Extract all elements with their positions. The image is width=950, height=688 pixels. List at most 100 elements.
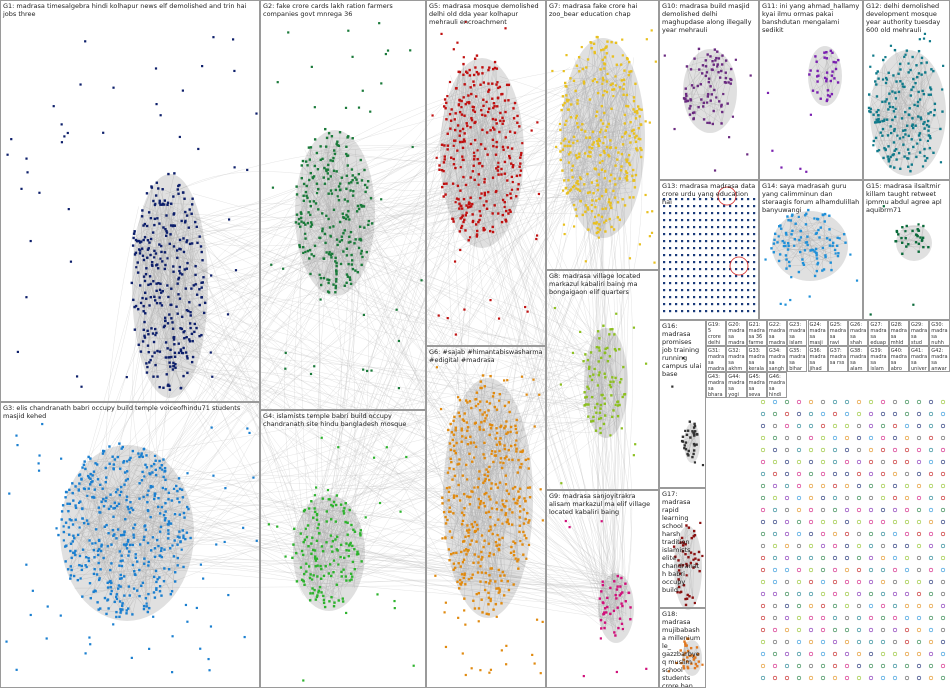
cluster-shadow [295, 130, 375, 296]
edge [323, 177, 360, 210]
edge [309, 190, 351, 259]
node [144, 528, 148, 531]
node [145, 362, 148, 365]
node [194, 220, 197, 224]
node [310, 221, 313, 224]
node [380, 198, 383, 201]
node [122, 461, 125, 464]
node [347, 241, 351, 244]
node [357, 246, 361, 250]
node [163, 316, 167, 320]
node [193, 322, 196, 326]
node [349, 189, 352, 192]
node [85, 519, 89, 522]
edge [448, 185, 590, 371]
node [175, 249, 179, 252]
edge [323, 177, 342, 259]
node [105, 612, 108, 616]
edge [307, 80, 450, 553]
node [351, 259, 354, 262]
edge [165, 249, 181, 321]
node [132, 298, 135, 302]
node [93, 556, 96, 559]
edge [106, 542, 149, 614]
node [178, 269, 181, 273]
node [181, 496, 185, 499]
node [154, 363, 157, 367]
node [96, 549, 100, 552]
edge [358, 221, 481, 416]
edge [75, 486, 121, 602]
node [98, 539, 101, 543]
edge [303, 200, 322, 279]
node [149, 253, 152, 257]
node [91, 480, 94, 483]
node [96, 601, 99, 604]
node [112, 86, 115, 89]
edge [146, 455, 181, 490]
edge [364, 192, 503, 215]
edge [325, 230, 345, 244]
edge [330, 489, 464, 536]
edge [345, 179, 357, 220]
node [304, 232, 307, 235]
edge [89, 459, 327, 588]
node [298, 244, 301, 247]
node [334, 286, 337, 290]
node [57, 533, 60, 537]
node [110, 589, 113, 593]
node [62, 530, 66, 534]
node [141, 296, 144, 300]
node [52, 105, 55, 108]
node [349, 278, 352, 282]
node [350, 253, 353, 257]
node [146, 610, 150, 614]
node [60, 510, 64, 513]
node [346, 136, 349, 139]
node [97, 608, 100, 611]
edge [192, 193, 588, 356]
node [109, 579, 112, 583]
node [409, 49, 412, 52]
node [155, 580, 158, 584]
node [164, 341, 168, 344]
node [397, 387, 401, 390]
node [144, 463, 147, 466]
node [104, 480, 107, 484]
edge [599, 71, 626, 621]
edge [295, 222, 356, 271]
node [308, 158, 312, 161]
node [202, 276, 205, 279]
node [171, 321, 174, 324]
node [160, 594, 163, 597]
node [146, 493, 149, 497]
node [76, 533, 80, 537]
edge [493, 198, 615, 524]
node [359, 237, 362, 241]
node [183, 516, 186, 519]
node [159, 203, 162, 206]
node [186, 357, 189, 360]
edge [618, 411, 623, 613]
node [20, 187, 23, 190]
node [185, 309, 189, 312]
edge [166, 211, 473, 535]
edge [143, 203, 172, 312]
node [120, 447, 123, 450]
edge [335, 189, 358, 273]
edge [86, 460, 156, 521]
edge [113, 469, 157, 590]
node [352, 189, 355, 193]
node [161, 260, 164, 263]
node [102, 131, 105, 134]
edge [126, 542, 522, 579]
node [162, 579, 166, 583]
node [163, 567, 166, 570]
node [154, 252, 158, 255]
node [335, 280, 338, 283]
node [88, 539, 91, 542]
node [152, 199, 155, 203]
edge [601, 96, 619, 591]
node [165, 373, 168, 376]
node [190, 287, 193, 290]
